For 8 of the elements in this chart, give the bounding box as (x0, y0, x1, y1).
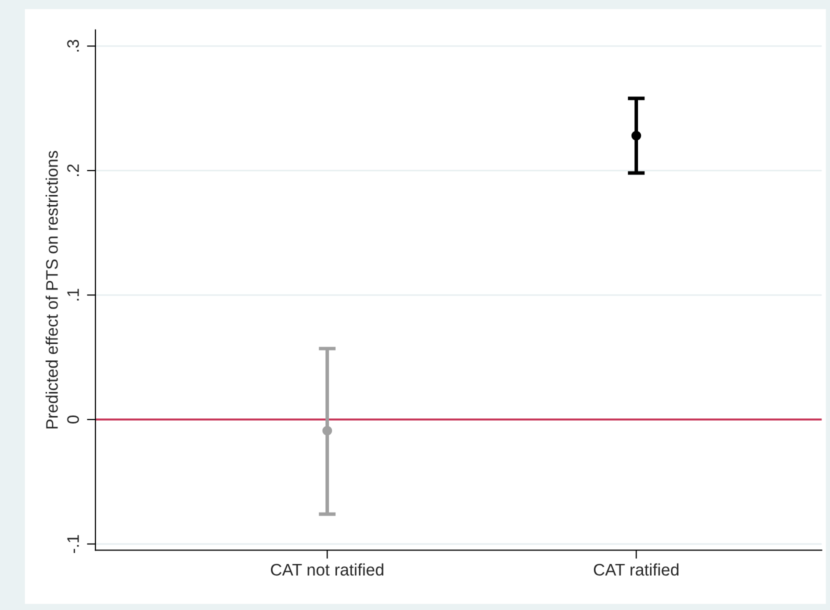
y-tick-label: -.1 (67, 535, 79, 553)
y-tick-label: .1 (67, 288, 79, 300)
y-tick-label: .3 (67, 40, 79, 52)
y-tick-label: .2 (67, 164, 79, 176)
y-axis-title: Predicted effect of PTS on restrictions (46, 150, 58, 428)
x-tick-label: CAT ratified (594, 563, 678, 576)
x-tick-label: CAT not ratified (270, 563, 384, 576)
y-tick-label: 0 (67, 416, 79, 424)
